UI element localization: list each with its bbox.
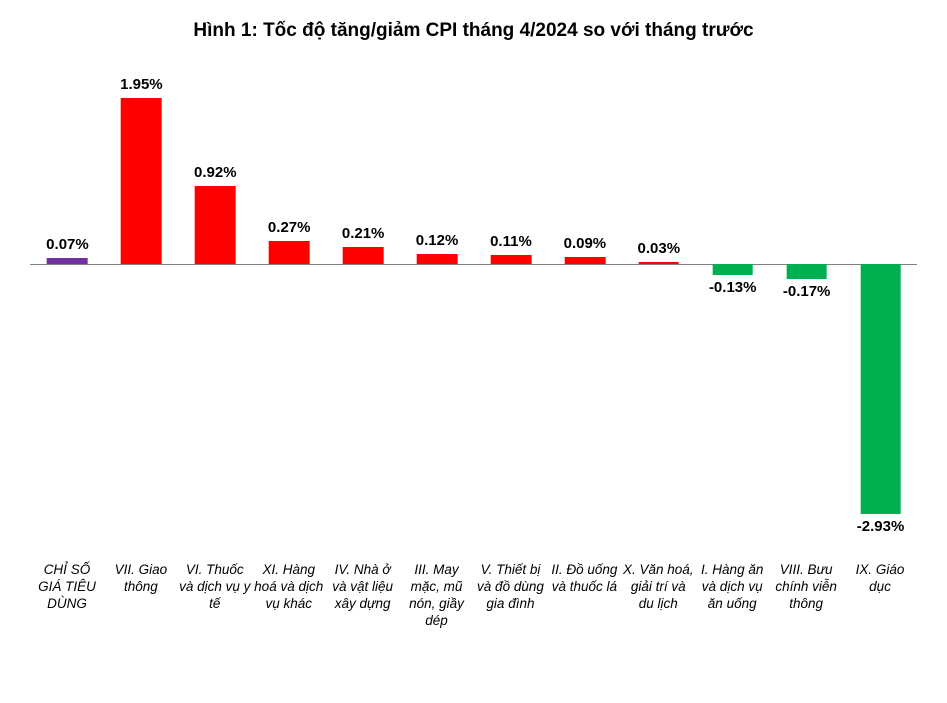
chart-title: Hình 1: Tốc độ tăng/giảm CPI tháng 4/202… (30, 20, 917, 42)
x-axis-label: XI. Hàng hoá và dịch vụ khác (252, 562, 324, 613)
baseline (30, 264, 917, 265)
value-label: 0.21% (342, 225, 385, 242)
bar (121, 98, 162, 264)
x-axis-label: VII. Giao thông (105, 562, 177, 596)
bar (491, 255, 532, 264)
bar-group: 0.09% (584, 77, 585, 537)
value-label: -0.13% (709, 279, 757, 296)
bar (195, 186, 236, 264)
x-axis-label: CHỈ SỐ GIÁ TIÊU DÙNG (31, 562, 103, 613)
x-axis-label: II. Đồ uống và thuốc lá (548, 562, 620, 596)
bar-group: 0.03% (658, 77, 659, 537)
bar-group: 1.95% (141, 77, 142, 537)
value-label: 0.07% (46, 236, 89, 253)
bar-group: 0.27% (289, 77, 290, 537)
bar-group: -0.17% (806, 77, 807, 537)
value-label: -0.17% (783, 283, 831, 300)
bar-group: 0.92% (215, 77, 216, 537)
x-axis-label: IV. Nhà ở và vật liệu xây dựng (326, 562, 398, 613)
bar-group: 0.21% (363, 77, 364, 537)
bar-group: 0.11% (510, 77, 511, 537)
bar-group: 0.12% (437, 77, 438, 537)
value-label: 0.12% (416, 232, 459, 249)
value-label: 0.11% (490, 233, 532, 250)
bar (417, 254, 458, 264)
x-axis-label: X. Văn hoá, giải trí và du lịch (622, 562, 694, 613)
plot-area: 0.07% 1.95% 0.92% 0.27% 0.21% 0.12% 0.11% 0.09%… (30, 77, 917, 537)
bar (47, 258, 88, 264)
value-label: 0.09% (564, 235, 607, 252)
x-axis-label: IX. Giáo dục (844, 562, 916, 596)
value-label: 1.95% (120, 76, 163, 93)
bar-group: -2.93% (880, 77, 881, 537)
bar (786, 264, 827, 278)
value-label: 0.92% (194, 164, 237, 181)
bar-group: -0.13% (732, 77, 733, 537)
x-axis-label: III. May mặc, mũ nón, giầy dép (400, 562, 472, 630)
bar (860, 264, 901, 514)
x-axis-label: VIII. Bưu chính viễn thông (770, 562, 842, 613)
chart-container: Hình 1: Tốc độ tăng/giảm CPI tháng 4/202… (0, 0, 947, 703)
x-axis-label: VI. Thuốc và dịch vụ y tế (179, 562, 251, 613)
bar (712, 264, 753, 275)
value-label: -2.93% (857, 518, 905, 535)
bar (269, 241, 310, 264)
x-axis-label: I. Hàng ăn và dịch vụ ăn uống (696, 562, 768, 613)
value-label: 0.27% (268, 219, 311, 236)
bar (343, 247, 384, 265)
bar-group: 0.07% (67, 77, 68, 537)
bar (638, 262, 679, 265)
x-axis-label: V. Thiết bị và đồ dùng gia đình (474, 562, 546, 613)
value-label: 0.03% (638, 240, 681, 257)
bar (565, 257, 606, 265)
x-axis-labels: CHỈ SỐ GIÁ TIÊU DÙNGVII. Giao thôngVI. T… (30, 562, 917, 662)
